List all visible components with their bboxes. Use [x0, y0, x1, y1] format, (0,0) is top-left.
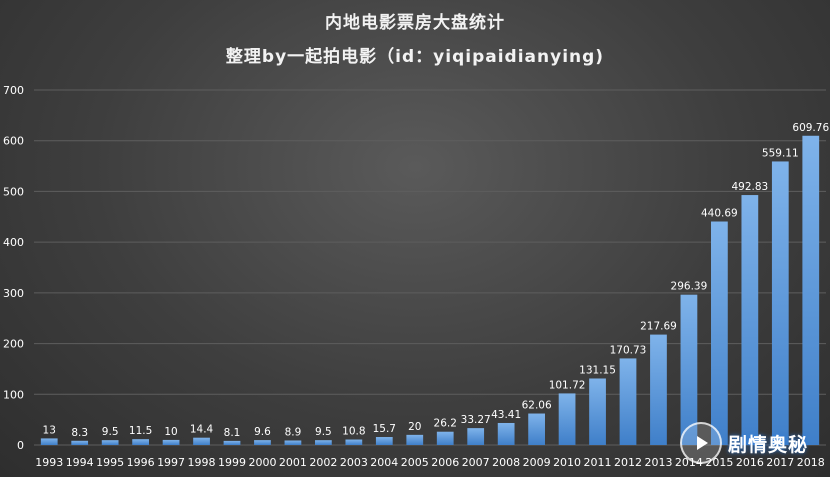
- x-tick-label: 2003: [340, 456, 368, 469]
- data-label: 101.72: [549, 379, 586, 391]
- data-label: 33.27: [461, 414, 491, 426]
- data-label: 8.3: [71, 427, 88, 439]
- bar-1999: [223, 440, 241, 445]
- data-label: 20: [408, 421, 421, 433]
- bar-2010: [558, 393, 576, 445]
- play-logo-icon: [680, 422, 722, 464]
- data-label: 440.69: [701, 208, 738, 220]
- y-tick-label: 400: [3, 236, 24, 249]
- x-tick-label: 1994: [66, 456, 94, 469]
- bar-2013: [650, 334, 667, 445]
- data-label: 10: [164, 426, 177, 438]
- x-tick-label: 2009: [523, 456, 551, 469]
- data-label: 26.2: [434, 418, 457, 430]
- data-label: 9.5: [315, 426, 332, 438]
- bar-2003: [345, 439, 363, 445]
- bar-2009: [528, 413, 545, 445]
- bar-2014: [680, 294, 698, 445]
- data-label: 170.73: [610, 344, 647, 356]
- x-tick-label: 2005: [401, 456, 429, 469]
- bar-1995: [101, 440, 119, 445]
- x-tick-label: 2006: [431, 456, 459, 469]
- bar-2016: [741, 195, 759, 445]
- data-label: 8.1: [224, 427, 241, 439]
- data-label: 131.15: [579, 364, 616, 376]
- y-axis-ticks: 0 100 200 300 400 500 600 700: [3, 84, 24, 452]
- data-label: 62.06: [522, 400, 552, 412]
- y-tick-label: 300: [3, 287, 24, 300]
- x-axis-ticks: 1993 1994 1995 1996 1997 1998 1999 2000 2001 2002…: [35, 456, 825, 469]
- data-label: 492.83: [731, 181, 768, 193]
- data-label: 217.69: [640, 321, 677, 333]
- bar-1993: [40, 438, 58, 445]
- watermark: 剧情奥秘: [680, 421, 820, 465]
- bar-1994: [71, 440, 89, 445]
- data-label: 9.5: [102, 426, 119, 438]
- bar-2001: [284, 440, 302, 445]
- bar-1998: [193, 437, 210, 445]
- x-tick-label: 1996: [127, 456, 155, 469]
- data-label: 14.4: [190, 424, 214, 436]
- x-tick-label: 2004: [370, 456, 398, 469]
- bar-2008: [497, 422, 515, 445]
- x-tick-label: 1995: [96, 456, 124, 469]
- x-tick-label: 2013: [644, 456, 672, 469]
- data-label: 9.6: [254, 426, 271, 438]
- x-tick-label: 2012: [614, 456, 642, 469]
- bar-2002: [315, 440, 332, 445]
- bars: [40, 135, 820, 445]
- y-tick-label: 600: [3, 135, 24, 148]
- data-label: 43.41: [491, 409, 521, 421]
- x-tick-label: 2000: [248, 456, 276, 469]
- bar-2005: [406, 434, 424, 445]
- bar-2018: [802, 135, 820, 445]
- bar-2011: [589, 378, 606, 445]
- x-tick-label: 1993: [35, 456, 63, 469]
- bar-2004: [375, 437, 393, 445]
- bar-2006: [436, 431, 454, 445]
- data-labels: 13 8.3 9.5 11.5 10 14.4 8.1 9.6 8.9 9.5 10.8 15.7 20…: [43, 122, 830, 439]
- bar-2007: [467, 428, 485, 445]
- bar-2017: [771, 161, 789, 445]
- bar-2012: [619, 358, 637, 445]
- data-label: 13: [43, 424, 56, 436]
- title-block: 内地电影票房大盘统计 整理by一起拍电影（id：yiqipaidianying): [0, 10, 830, 70]
- y-tick-label: 700: [3, 84, 24, 97]
- x-tick-label: 1999: [218, 456, 246, 469]
- data-label: 296.39: [671, 281, 708, 293]
- x-tick-label: 2001: [279, 456, 307, 469]
- x-tick-label: 2007: [462, 456, 490, 469]
- x-tick-label: 2011: [584, 456, 612, 469]
- bar-1997: [162, 439, 180, 445]
- x-tick-label: 2008: [492, 456, 520, 469]
- bar-2000: [254, 440, 271, 445]
- watermark-text: 剧情奥秘: [728, 433, 809, 456]
- x-tick-label: 1998: [188, 456, 216, 469]
- data-label: 609.76: [792, 122, 829, 134]
- y-tick-label: 200: [3, 338, 24, 351]
- data-label: 11.5: [129, 425, 152, 437]
- x-tick-label: 2016: [736, 456, 764, 469]
- bar-2015: [711, 221, 728, 445]
- gridlines: [34, 89, 826, 446]
- data-label: 559.11: [762, 147, 799, 159]
- y-tick-label: 0: [17, 439, 24, 452]
- data-label: 15.7: [373, 423, 396, 435]
- bar-1996: [132, 439, 149, 445]
- x-tick-label: 2002: [309, 456, 337, 469]
- x-tick-label: 2010: [553, 456, 581, 469]
- chart-title: 内地电影票房大盘统计: [325, 13, 505, 33]
- y-tick-label: 100: [3, 388, 24, 401]
- x-tick-label: 2018: [797, 456, 825, 469]
- x-tick-label: 1997: [157, 456, 185, 469]
- data-label: 8.9: [285, 426, 302, 438]
- chart-subtitle: 整理by一起拍电影（id：yiqipaidianying): [225, 47, 605, 67]
- x-tick-label: 2017: [766, 456, 794, 469]
- data-label: 10.8: [342, 426, 365, 438]
- y-tick-label: 500: [3, 185, 24, 198]
